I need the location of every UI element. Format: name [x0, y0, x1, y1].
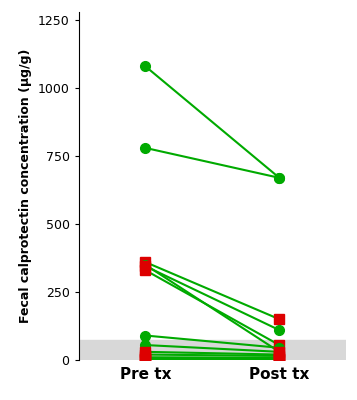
Bar [79, 340, 346, 360]
Y-axis label: Fecal calprotectin concentration (μg/g): Fecal calprotectin concentration (μg/g) [19, 49, 32, 323]
